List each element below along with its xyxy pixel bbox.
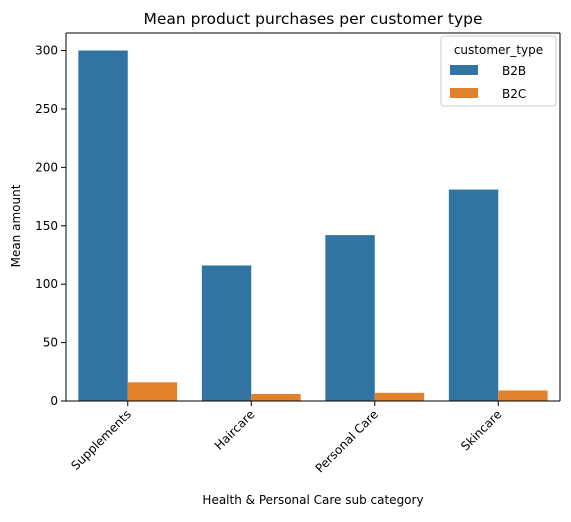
chart-title: Mean product purchases per customer type xyxy=(143,10,482,28)
x-tick-label: Skincare xyxy=(458,407,504,453)
legend: customer_type B2B B2C xyxy=(440,35,557,107)
bar-b2b-haircare xyxy=(201,265,252,401)
bar-b2b-supplements xyxy=(78,50,128,402)
y-tick-label: 0 xyxy=(50,394,58,408)
y-tick-label: 250 xyxy=(35,102,58,116)
x-axis-label: Health & Personal Care sub category xyxy=(202,493,423,507)
bar-b2c-skincare xyxy=(498,390,548,401)
legend-swatch-b2c xyxy=(450,88,478,98)
legend-label-b2c: B2C xyxy=(502,87,526,101)
x-tick-label: Personal Care xyxy=(313,407,381,475)
x-tick-label: Supplements xyxy=(68,407,134,473)
y-tick-label: 150 xyxy=(35,219,58,233)
bar-b2b-skincare xyxy=(448,189,499,401)
legend-swatch-b2b xyxy=(450,65,478,75)
y-tick-label: 100 xyxy=(35,277,58,291)
bar-b2c-personal-care xyxy=(374,392,425,401)
y-tick-label: 300 xyxy=(35,44,58,58)
y-tick-label: 200 xyxy=(35,160,58,174)
bar-b2b-personal-care xyxy=(325,235,375,401)
y-tick-label: 50 xyxy=(43,336,58,350)
legend-title: customer_type xyxy=(454,43,543,57)
bar-b2c-supplements xyxy=(127,382,178,401)
legend-label-b2b: B2B xyxy=(502,64,526,78)
x-tick-label: Haircare xyxy=(212,407,258,453)
bar-b2c-haircare xyxy=(251,393,301,401)
y-axis-label: Mean amount xyxy=(9,184,23,267)
